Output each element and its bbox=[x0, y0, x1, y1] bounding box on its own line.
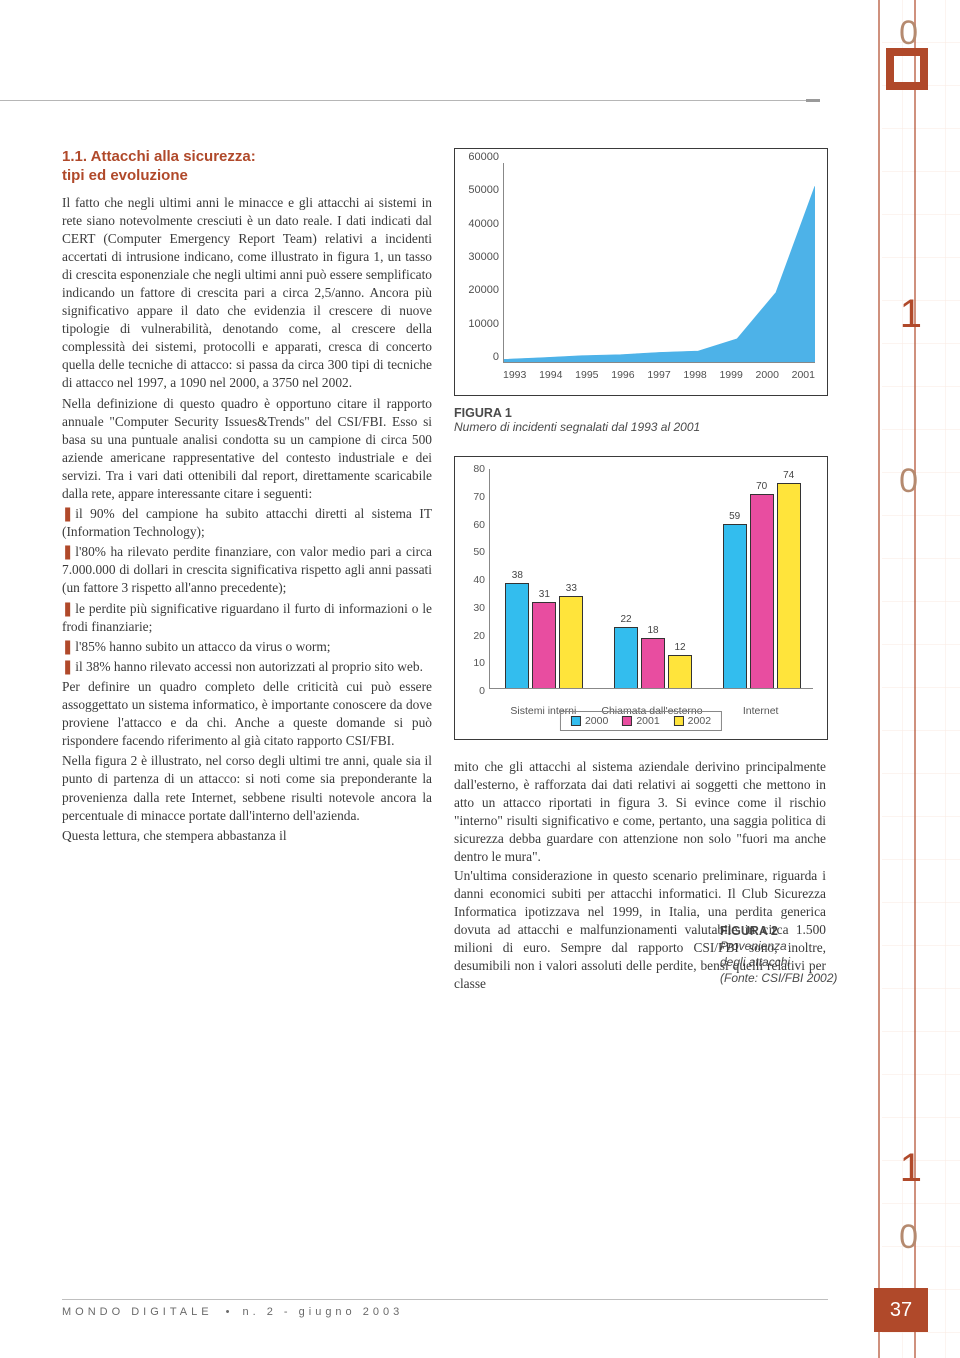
figure1-caption: FIGURA 1 Numero di incidenti segnalati d… bbox=[454, 406, 828, 434]
footer-journal: MONDO DIGITALE bbox=[62, 1306, 213, 1318]
page-content: 1.1. Attacchi alla sicurezza: tipi ed ev… bbox=[62, 148, 828, 1248]
paragraph: Nella definizione di questo quadro è opp… bbox=[62, 395, 432, 504]
chart1-x-axis: 199319941995199619971998199920002001 bbox=[503, 369, 815, 381]
margin-digit-one: 1 bbox=[900, 292, 922, 337]
chart1-y-axis: 0100002000030000400005000060000 bbox=[461, 157, 499, 369]
heading-line2: tipi ed evoluzione bbox=[62, 167, 188, 184]
chart-attack-origin-bars: 01020304050607080 383133221812597074 Sis… bbox=[454, 456, 828, 740]
top-rule-end bbox=[806, 99, 820, 102]
footer-issue: n. 2 - giugno 2003 bbox=[243, 1306, 404, 1318]
figure-label: FIGURA 1 bbox=[454, 406, 828, 420]
right-column: 0100002000030000400005000060000 19931994… bbox=[454, 148, 828, 993]
paragraph: Un'ultima considerazione in questo scena… bbox=[454, 867, 826, 994]
paragraph: mito che gli attacchi al sistema azienda… bbox=[454, 758, 826, 867]
heading-number: 1.1. bbox=[62, 148, 87, 165]
bullet-item: ❚il 38% hanno rilevato accessi non autor… bbox=[62, 658, 432, 676]
margin-digit-zero: 0 bbox=[899, 14, 918, 53]
margin-digit-one: 1 bbox=[900, 1146, 922, 1191]
chart2-plot: 383133221812597074 bbox=[489, 469, 813, 689]
top-rule bbox=[0, 100, 806, 101]
chart-incidents-area: 0100002000030000400005000060000 19931994… bbox=[454, 148, 828, 396]
paragraph: Il fatto che negli ultimi anni le minacc… bbox=[62, 194, 432, 393]
page-footer: MONDO DIGITALE • n. 2 - giugno 2003 bbox=[62, 1299, 828, 1318]
heading-line1: Attacchi alla sicurezza: bbox=[91, 148, 256, 165]
bullet-item: ❚l'85% hanno subito un attacco da virus … bbox=[62, 638, 432, 656]
right-decorative-margin: 0 1 0 1 0 37 bbox=[860, 0, 960, 1358]
margin-digit-zero: 0 bbox=[899, 1218, 918, 1257]
bullet-item: ❚l'80% ha rilevato perdite finanziare, c… bbox=[62, 543, 432, 597]
margin-digit-zero: 0 bbox=[899, 462, 918, 501]
paragraph: Nella figura 2 è illustrato, nel corso d… bbox=[62, 752, 432, 824]
corner-square-icon bbox=[886, 48, 928, 90]
mid-column: mito che gli attacchi al sistema azienda… bbox=[454, 758, 826, 993]
chart2-legend: 200020012002 bbox=[560, 711, 722, 731]
page-number-badge: 37 bbox=[874, 1288, 928, 1332]
left-column: 1.1. Attacchi alla sicurezza: tipi ed ev… bbox=[62, 148, 432, 993]
bullet-item: ❚le perdite più significative riguardano… bbox=[62, 600, 432, 636]
chart1-area-svg bbox=[504, 163, 815, 362]
paragraph: Per definire un quadro completo delle cr… bbox=[62, 678, 432, 750]
paragraph: Questa lettura, che stempera abbastanza … bbox=[62, 827, 432, 845]
bullet-item: ❚il 90% del campione ha subito attacchi … bbox=[62, 505, 432, 541]
figure-text: Numero di incidenti segnalati dal 1993 a… bbox=[454, 420, 828, 434]
section-heading: 1.1. Attacchi alla sicurezza: tipi ed ev… bbox=[62, 148, 432, 186]
